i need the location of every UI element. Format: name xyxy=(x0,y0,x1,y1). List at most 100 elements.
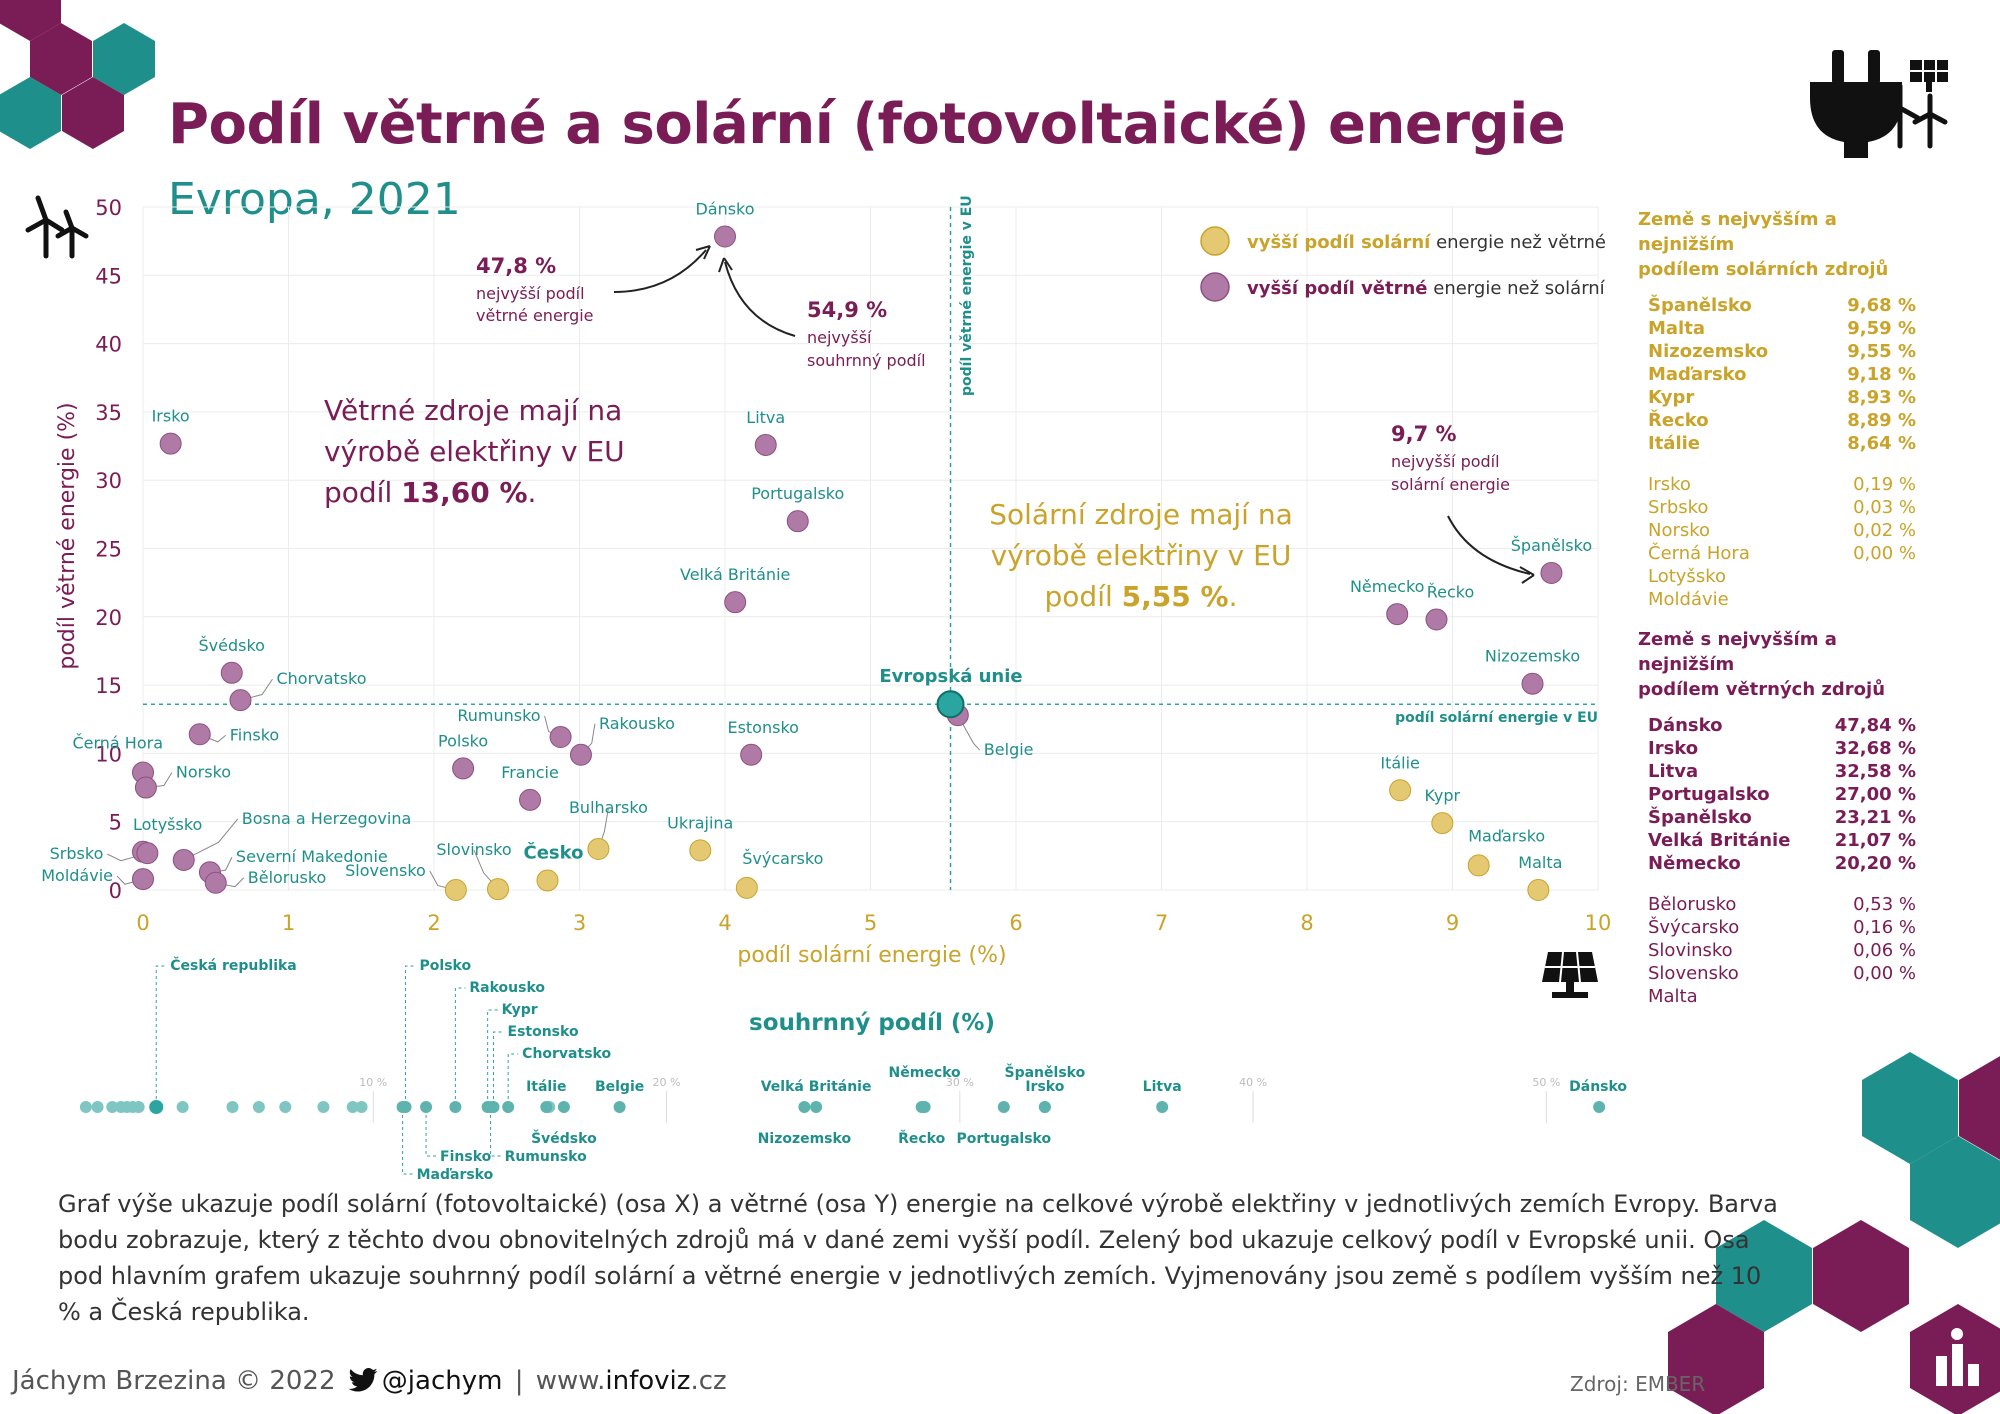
data-point xyxy=(188,723,211,746)
share-value: 0,16 % xyxy=(1853,917,1916,938)
country-name: Německo xyxy=(1648,853,1741,874)
data-point xyxy=(549,726,572,749)
svg-text:Solární zdroje mají na: Solární zdroje mají na xyxy=(989,498,1293,531)
strip-leader xyxy=(454,987,466,1099)
x-tick-label: 7 xyxy=(1155,911,1168,935)
strip-leader xyxy=(490,1115,501,1157)
ranking-row: Malta 9,59 % xyxy=(1638,317,1928,340)
strip-label: Velká Británie xyxy=(761,1079,872,1095)
point-label: Slovinsko xyxy=(436,840,511,859)
annotation-combined: 54,9 % nejvyšší souhrnný podíl xyxy=(718,257,926,370)
legend: vyšší podíl solární energie než větrné v… xyxy=(1200,226,1606,302)
strip-leader xyxy=(425,1115,437,1157)
annotation-value: 47,8 % xyxy=(476,254,556,278)
data-point xyxy=(569,743,592,766)
solar-eu-text: Solární zdroje mají na výrobě elektřiny … xyxy=(989,498,1293,613)
point-label: Portugalsko xyxy=(751,484,844,503)
country-name: Španělsko xyxy=(1648,295,1752,316)
annotation-arrow xyxy=(1447,515,1531,575)
source: Zdroj: EMBER xyxy=(1570,1372,1706,1396)
country-name: Lotyšsko xyxy=(1648,566,1726,587)
point-label: Švédsko xyxy=(199,636,265,655)
data-point xyxy=(1425,608,1448,631)
ranking-row: Irsko 32,68 % xyxy=(1638,737,1928,760)
strip-label: Kypr xyxy=(502,1002,538,1018)
ranking-row: Maďarsko 9,18 % xyxy=(1638,363,1928,386)
x-tick-label: 3 xyxy=(573,911,586,935)
ranking-row: Švýcarsko 0,16 % xyxy=(1638,916,1928,939)
strip-point xyxy=(484,1101,497,1113)
author: Jáchym Brzezina © 2022 xyxy=(12,1366,336,1396)
share-value: 9,68 % xyxy=(1847,295,1916,316)
ranking-row: Litva 32,58 % xyxy=(1638,760,1928,783)
y-tick-label: 50 xyxy=(95,196,122,220)
strip-point xyxy=(346,1101,359,1113)
ranking-row: Slovensko 0,00 % xyxy=(1638,962,1928,985)
y-tick-label: 15 xyxy=(95,674,122,698)
annotation-text: nejvyšší xyxy=(807,328,872,347)
share-value: 9,55 % xyxy=(1847,341,1916,362)
y-tick-label: 10 xyxy=(95,742,122,766)
czech-strip-point xyxy=(149,1100,164,1114)
strip-label: Německo xyxy=(889,1065,962,1081)
strip-tick-label: 20 % xyxy=(653,1076,681,1089)
ranking-row: Moldávie xyxy=(1638,588,1928,611)
strip-point xyxy=(810,1101,823,1113)
point-label: Chorvatsko xyxy=(276,669,366,688)
y-tick-label: 35 xyxy=(95,401,122,425)
twitter-handle[interactable]: @jachym xyxy=(381,1366,503,1396)
website-link[interactable]: www.infoviz.cz xyxy=(535,1366,727,1396)
x-tick-label: 1 xyxy=(282,911,295,935)
share-value: 32,58 % xyxy=(1834,761,1916,782)
ranking-row: Bělorusko 0,53 % xyxy=(1638,893,1928,916)
share-value: 20,20 % xyxy=(1834,853,1916,874)
data-point xyxy=(519,788,542,811)
point-label: Bulharsko xyxy=(569,798,648,817)
point-label: Řecko xyxy=(1427,583,1475,602)
share-value: 8,93 % xyxy=(1847,387,1916,408)
country-name: Irsko xyxy=(1648,474,1691,495)
combined-share-strip: 10 % 20 % 30 % 40 % 50 % Česká republika Polsk… xyxy=(79,956,1627,1183)
point-label: Litva xyxy=(746,408,785,427)
eu-data-point xyxy=(936,690,965,719)
point-label: Estonsko xyxy=(727,718,798,737)
solar-ranking-panel: Země s nejvyšším a nejnižším podílem solá… xyxy=(1638,207,1928,611)
strip-leader xyxy=(405,965,416,1099)
strip-label: Nizozemsko xyxy=(758,1131,852,1147)
data-point xyxy=(1467,854,1490,877)
legend-solar-label: vyšší podíl solární energie než větrné xyxy=(1247,232,1606,253)
data-point xyxy=(229,689,252,712)
country-name: Dánsko xyxy=(1648,715,1723,736)
wind-turbine-icon xyxy=(25,195,89,259)
svg-text:podíl 13,60 %.: podíl 13,60 %. xyxy=(324,476,536,509)
strip-label: Chorvatsko xyxy=(522,1046,611,1062)
legend-solar-marker xyxy=(1200,226,1230,256)
x-tick-label: 0 xyxy=(136,911,149,935)
strip-tick-label: 30 % xyxy=(946,1076,974,1089)
ranking-row: Velká Británie 21,07 % xyxy=(1638,829,1928,852)
strip-point xyxy=(540,1101,553,1113)
vline-label: podíl větrné energie v EU xyxy=(959,195,975,396)
strip-point xyxy=(613,1101,626,1113)
annotation-text: nejvyšší podíl xyxy=(1391,452,1500,471)
annotation-text: souhrnný podíl xyxy=(807,351,926,370)
share-value: 0,02 % xyxy=(1853,520,1916,541)
point-label: Polsko xyxy=(438,731,488,750)
strip-point xyxy=(997,1101,1010,1113)
point-label: Lotyšsko xyxy=(133,815,202,834)
data-point xyxy=(204,871,227,894)
point-label: Severní Makedonie xyxy=(236,847,388,866)
point-label: Kypr xyxy=(1425,786,1461,805)
strip-label: Estonsko xyxy=(508,1024,579,1040)
strip-point xyxy=(798,1101,811,1113)
y-tick-label: 40 xyxy=(95,333,122,357)
wind-turbine-icon xyxy=(1879,83,1948,149)
country-name: Černá Hora xyxy=(1648,543,1750,564)
ranking-row: Portugalsko 27,00 % xyxy=(1638,783,1928,806)
data-point xyxy=(1386,603,1409,626)
panel-heading: Země s nejvyšším a nejnižším podílem větr… xyxy=(1638,629,1886,700)
annotation-text: nejvyšší podíl xyxy=(476,284,585,303)
country-name: Maďarsko xyxy=(1648,364,1747,385)
